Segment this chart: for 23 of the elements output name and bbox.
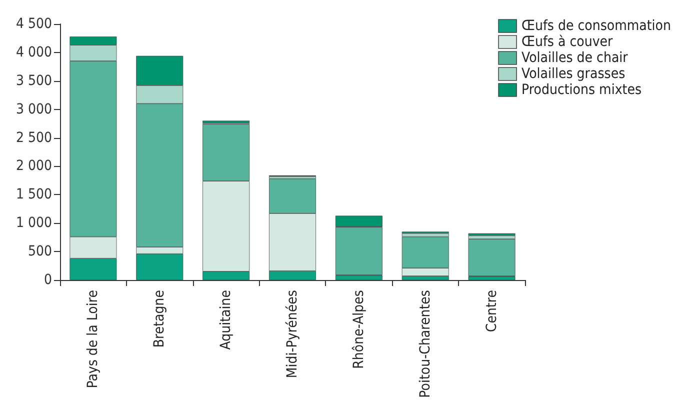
legend-label: Volailles de chair (522, 50, 629, 66)
x-tick-label: Aquitaine (218, 290, 234, 350)
x-tick-label: Centre (484, 290, 500, 332)
y-tick-label: 4 500 (16, 16, 52, 32)
y-tick-label: 3 500 (16, 72, 52, 89)
y-tick-label: 3 000 (16, 101, 52, 118)
y-tick-label: 2 000 (16, 158, 52, 174)
legend-label: Œufs à couver (522, 34, 614, 50)
x-tick-label: Pays de la Loire (85, 290, 102, 388)
y-tick-label: 1 000 (16, 215, 52, 232)
y-tick-label: 2 500 (16, 130, 52, 146)
x-tick-label: Rhône-Alpes (350, 290, 367, 369)
legend-label: Œufs de consommation (522, 18, 672, 34)
x-tick-label: Midi-Pyrénées (284, 290, 300, 378)
x-tick-label: Bretagne (152, 290, 168, 348)
legend-label: Volailles grasses (522, 66, 626, 82)
bar (468, 239, 516, 276)
y-tick-label: 1 500 (16, 186, 52, 203)
y-tick-label: 500 (28, 244, 52, 260)
y-tick-label: 4 000 (16, 44, 52, 60)
y-tick-label: 0 (44, 272, 52, 288)
x-tick-label: Poitou-Charentes (417, 290, 434, 398)
legend-label: Productions mixtes (522, 82, 642, 98)
